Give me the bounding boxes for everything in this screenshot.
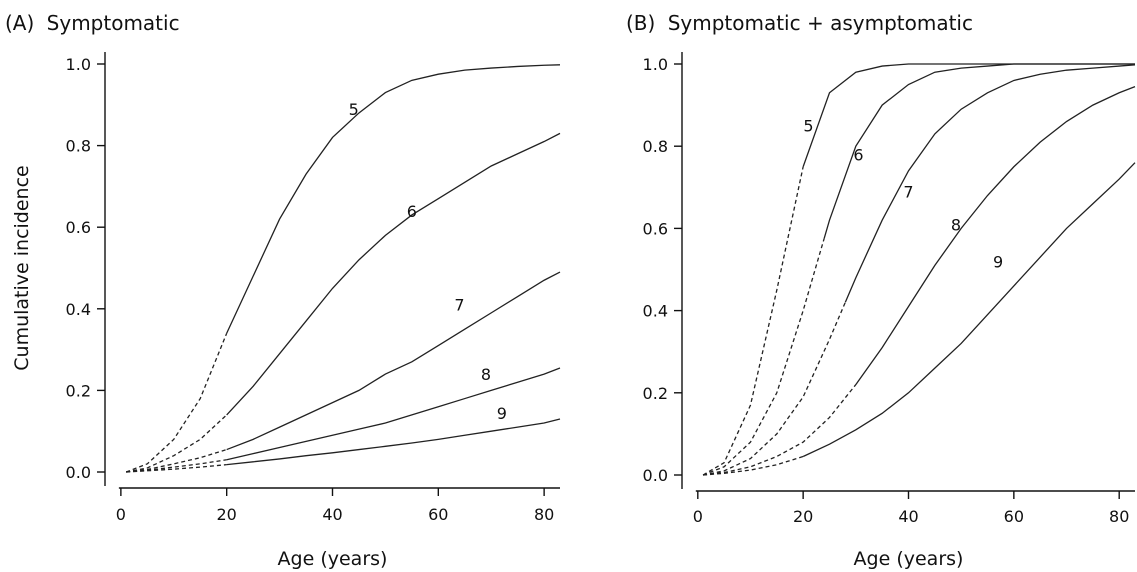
panel-b-series-6-label: 6 [853,145,863,164]
panel-b-x-tick-label: 20 [793,507,813,526]
panel-a-y-tick-label: 0.8 [66,137,91,156]
panel-a-series-5-label: 5 [349,100,359,119]
panel-b-y-tick-label: 0.6 [643,219,668,238]
panel-b-series-9-dashed-line [703,455,804,476]
panel-a-y-tick-label: 0.4 [66,300,91,319]
panel-a-x-tick-label: 20 [217,505,237,524]
panel-b-y-tick-label: 1.0 [643,55,668,74]
panel-b-title: (B) Symptomatic + asymptomatic [626,11,973,35]
panel-a-series-5-dashed-line [125,333,228,473]
panel-a-title-text: Symptomatic [47,11,180,35]
panel-b-x-tick-label: 0 [693,507,703,526]
panel-b-series-9-label: 9 [993,252,1003,271]
panel-a-series-6-dashed-line [126,414,228,473]
panel-a-series-5-line [226,64,561,334]
panel-a: (A) Symptomatic 0.0 0.2 0.4 0.6 0.8 1.0 0 20 40 6… [5,11,561,570]
panel-b-series-8-label: 8 [951,215,961,234]
panel-a-series-9-label: 9 [497,404,507,423]
panel-a-y-tick-label: 1.0 [66,55,91,74]
panel-a-y-tick-label: 0.6 [66,218,91,237]
panel-b-x-tick-label: 40 [898,507,918,526]
panel-b-label: (B) [626,11,655,35]
panel-a-series-9-line [226,418,561,466]
panel-a-series-9-dashed-line [126,464,227,473]
panel-b-y-tick-label: 0.2 [643,384,668,403]
panel-a-series-8-line [226,367,561,461]
panel-b-series-9-line [802,162,1136,458]
panel-b: (B) Symptomatic + asymptomatic 0.0 0.2 0.4… [626,11,1136,570]
panel-b-series-7-dashed-line [702,302,846,476]
panel-b-x-tick-label: 80 [1109,507,1129,526]
panel-a-y-axis-title: Cumulative incidence [11,165,33,370]
panel-b-title-text: Symptomatic + asymptomatic [668,11,973,35]
panel-b-y-tick-label: 0.0 [643,466,668,485]
panel-b-series-8-dashed-line [702,384,857,476]
panel-a-series-7-label: 7 [454,296,464,315]
panel-a-x-tick-label: 0 [116,505,126,524]
panel-a-label: (A) [5,11,34,35]
panel-a-series-6-line [226,132,561,416]
panel-b-series-8-line [855,86,1136,385]
panel-b-series-6-dashed-line [702,238,825,476]
panel-b-x-axis-title: Age (years) [854,548,964,570]
panel-a-x-tick-label: 60 [428,505,448,524]
panel-b-x-tick-label: 60 [1004,507,1024,526]
panel-b-series-7-label: 7 [903,182,913,201]
panel-a-y-tick-label: 0.2 [66,381,91,400]
panel-a-x-axis-title: Age (years) [278,548,388,570]
panel-b-series-5-dashed-line [702,166,804,476]
panel-a-series-8-label: 8 [481,365,491,384]
panel-b-series-5-label: 5 [803,117,813,136]
panel-b-series-7-line [844,64,1136,303]
panel-a-y-tick-label: 0.0 [66,463,91,482]
panel-a-x-tick-label: 40 [322,505,342,524]
panel-a-series-7-line [226,271,561,451]
panel-b-series-6-line [823,63,1135,239]
panel-b-y-tick-label: 0.8 [643,137,668,156]
panel-a-series-6-label: 6 [407,202,417,221]
panel-a-title: (A) Symptomatic [5,11,180,35]
panel-a-x-tick-label: 80 [534,505,554,524]
panel-b-y-tick-label: 0.4 [643,302,668,321]
